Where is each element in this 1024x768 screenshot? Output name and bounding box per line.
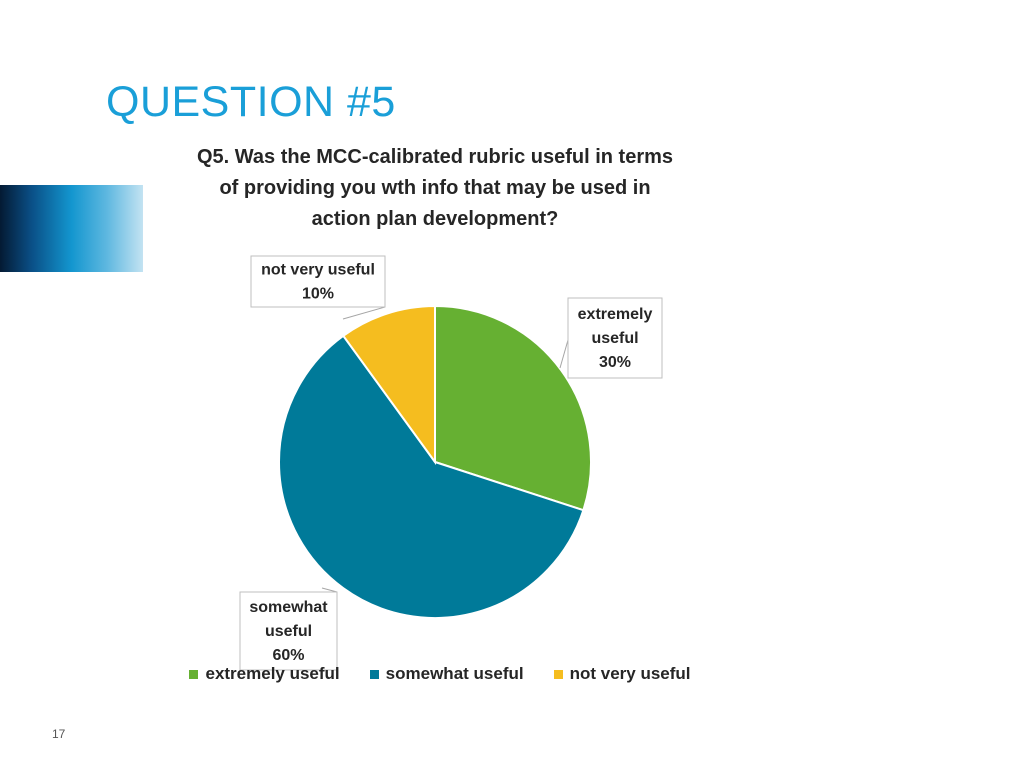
legend-item-somewhat-useful: somewhat useful	[369, 664, 524, 684]
data-label-category: somewhat	[249, 599, 328, 616]
legend-label: not very useful	[569, 664, 691, 683]
legend-swatch	[189, 669, 199, 679]
legend-swatch	[369, 669, 379, 679]
data-label-category: useful	[591, 330, 638, 347]
legend-label: somewhat useful	[385, 664, 524, 683]
chart-title-line: of providing you wth info that may be us…	[219, 177, 651, 199]
legend-item-not-very-useful: not very useful	[553, 664, 691, 684]
data-label-category: extremely	[578, 306, 653, 323]
callout-box	[250, 255, 386, 308]
pie-slice-extremely-useful	[434, 304, 592, 512]
pie-chart: extremely useful 30% somewhat useful 60% not v…	[239, 255, 663, 671]
chart-title-line: action plan development?	[311, 208, 559, 230]
accent-bar	[0, 185, 143, 272]
callout-box	[567, 297, 663, 379]
data-label-value: 30%	[599, 354, 631, 371]
pie-slice-somewhat-useful	[278, 334, 585, 619]
data-label-value: 60%	[272, 647, 304, 664]
leader-line	[559, 339, 569, 369]
chart-title: Q5. Was the MCC-calibrated rubric useful…	[150, 142, 720, 235]
leader-line	[342, 306, 386, 320]
slide-number: 17	[52, 727, 66, 741]
data-label-category: useful	[265, 623, 312, 640]
chart-title-line: Q5. Was the MCC-calibrated rubric useful…	[196, 146, 674, 168]
legend-item-extremely-useful: extremely useful	[189, 664, 340, 684]
callout-box	[239, 591, 338, 671]
data-label-somewhat-useful: somewhat useful 60%	[239, 587, 338, 671]
data-label-value: 10%	[302, 286, 334, 303]
data-label-category: not very useful	[261, 262, 375, 279]
chart-legend: extremely useful somewhat useful not ver…	[0, 664, 880, 684]
data-label-extremely-useful: extremely useful 30%	[559, 297, 663, 379]
data-label-not-very-useful: not very useful 10%	[250, 255, 386, 320]
pie-slice-not-very-useful	[341, 304, 436, 466]
leader-line	[321, 587, 338, 593]
slide-title: QUESTION #5	[106, 78, 396, 126]
legend-swatch	[553, 669, 563, 679]
legend-label: extremely useful	[205, 664, 340, 683]
